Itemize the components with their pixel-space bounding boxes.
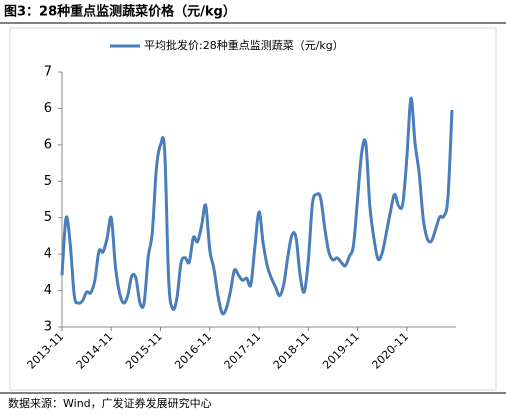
x-tick-label: 2018-11 (271, 330, 313, 372)
y-tick-label: 4 (44, 247, 52, 262)
data-line (60, 96, 454, 316)
x-tick-label: 2020-11 (369, 330, 411, 372)
y-tick-label: 6 (44, 101, 52, 116)
legend-label: 平均批发价:28种重点监测蔬菜（元/kg） (144, 38, 344, 52)
x-tick-label: 2019-11 (320, 330, 362, 372)
y-tick-label: 5 (44, 174, 52, 189)
y-tick-label: 6 (44, 137, 52, 152)
x-tick-label: 2017-11 (222, 330, 264, 372)
x-tick-label: 2014-11 (74, 330, 116, 372)
chart-frame (9, 27, 497, 391)
x-tick-label: 2016-11 (172, 330, 214, 372)
source-note: 数据来源：Wind，广发证券发展研究中心 (8, 396, 212, 410)
y-tick-label: 7 (44, 65, 52, 80)
y-tick-label: 4 (44, 283, 52, 298)
y-tick-label: 3 (44, 320, 52, 335)
x-tick-label: 2013-11 (25, 330, 67, 372)
chart-title: 图3：28种重点监测蔬菜价格（元/kg） (4, 4, 236, 20)
x-tick-label: 2015-11 (123, 330, 165, 372)
y-tick-label: 5 (44, 210, 52, 225)
